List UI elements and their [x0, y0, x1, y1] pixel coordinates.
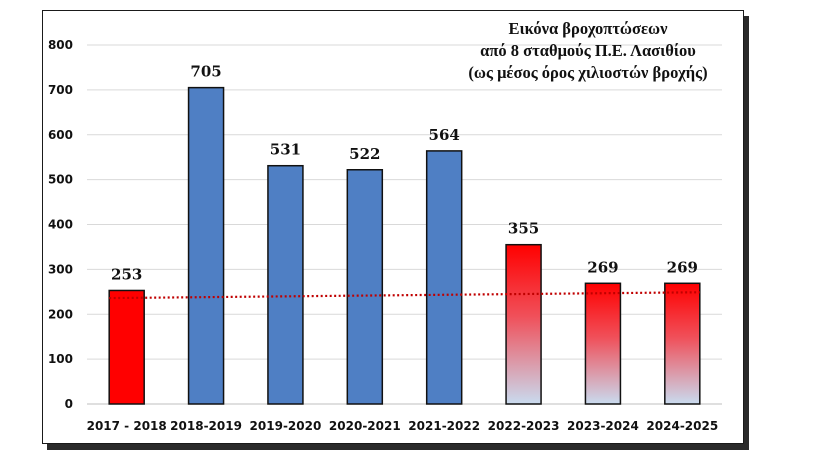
chart-title-line-3: (ως μέσος όρος χιλιοστών βροχής) — [468, 63, 708, 82]
data-label: 564 — [429, 126, 460, 144]
bar — [505, 243, 542, 405]
y-tick-label: 800 — [48, 38, 73, 52]
data-label: 355 — [508, 220, 539, 238]
y-tick-label: 600 — [48, 128, 73, 142]
bar — [346, 169, 384, 405]
bars — [108, 86, 701, 405]
chart-title-line-2: από 8 σταθμούς Π.Ε. Λασιθίου — [480, 41, 696, 60]
data-label: 522 — [349, 145, 380, 163]
data-label: 531 — [270, 141, 301, 159]
data-label: 269 — [587, 258, 618, 276]
y-tick-label: 200 — [48, 307, 73, 321]
x-tick-label: 2024-2025 — [646, 419, 718, 433]
y-tick-label: 100 — [48, 352, 73, 366]
y-tick-label: 300 — [48, 262, 73, 276]
x-tick-label: 2021-2022 — [408, 419, 480, 433]
bar — [187, 86, 225, 405]
bar — [267, 164, 304, 405]
y-tick-label: 400 — [48, 218, 73, 232]
trend-line — [109, 291, 700, 300]
x-tick-label: 2017 - 2018 — [87, 419, 167, 433]
y-axis-ticks: 0 100 200 300 400 500 600 700 800 — [48, 38, 73, 411]
x-tick-label: 2018-2019 — [170, 419, 242, 433]
data-label: 705 — [190, 63, 221, 81]
data-label: 269 — [667, 258, 698, 276]
x-tick-label: 2022-2023 — [488, 419, 560, 433]
x-tick-label: 2023-2024 — [567, 419, 639, 433]
x-tick-label: 2020-2021 — [329, 419, 401, 433]
chart-title-line-1: Εικόνα βροχοπτώσεων — [508, 19, 668, 38]
y-tick-label: 700 — [48, 83, 73, 97]
chart-frame — [42, 10, 744, 444]
data-label: 253 — [111, 265, 142, 283]
bar — [664, 282, 701, 405]
bar — [108, 289, 145, 405]
y-tick-label: 500 — [48, 173, 73, 187]
bar — [425, 150, 463, 405]
category-labels: 2017 - 2018 2018-2019 2019-2020 2020-2021 20… — [87, 419, 719, 433]
bar — [584, 282, 622, 405]
trend-line-path — [109, 291, 700, 300]
y-tick-label: 0 — [65, 397, 73, 411]
gridlines — [87, 44, 722, 405]
chart-title: Εικόνα βροχοπτώσεων από 8 σταθμούς Π.Ε. … — [432, 18, 744, 84]
x-tick-label: 2019-2020 — [250, 419, 322, 433]
data-labels: 253 705 531 522 564 355 269 269 — [111, 63, 698, 284]
